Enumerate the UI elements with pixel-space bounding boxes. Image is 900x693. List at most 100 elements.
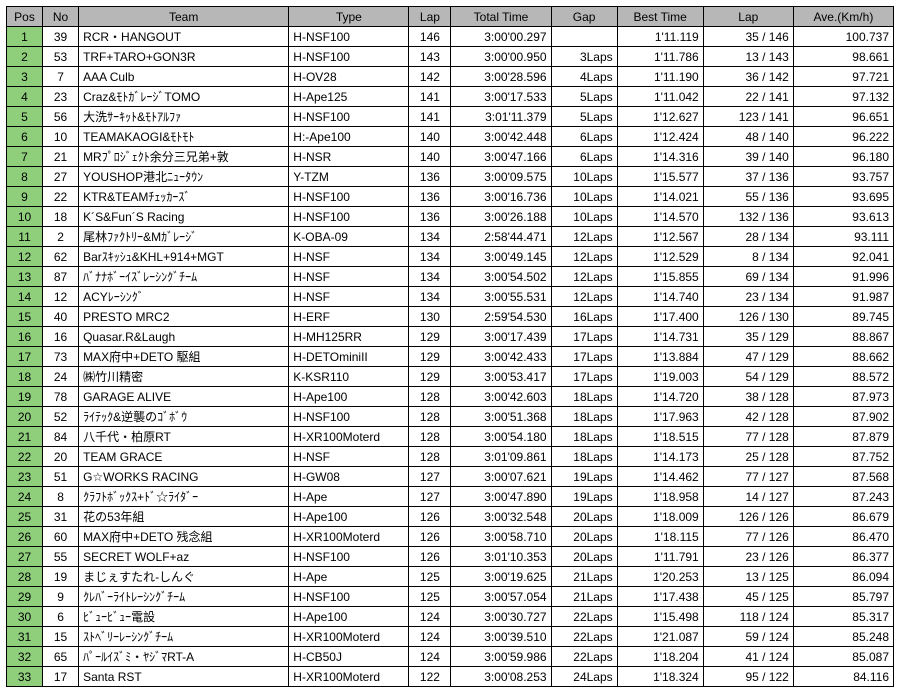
cell-pos: 7: [7, 147, 43, 167]
cell-best: 1'18.204: [617, 647, 703, 667]
cell-no: 40: [43, 307, 79, 327]
cell-pos: 6: [7, 127, 43, 147]
cell-type: H-CB50J: [289, 647, 409, 667]
cell-lapc: 23 / 134: [703, 287, 793, 307]
cell-lapc: 13 / 143: [703, 47, 793, 67]
cell-gap: 18Laps: [551, 447, 617, 467]
cell-pos: 31: [7, 627, 43, 647]
cell-team: PRESTO MRC2: [79, 307, 289, 327]
cell-lap: 125: [409, 567, 451, 587]
cell-total: 3:00'00.297: [451, 27, 551, 47]
cell-type: H-NSR: [289, 147, 409, 167]
cell-lap: 136: [409, 207, 451, 227]
cell-gap: 12Laps: [551, 247, 617, 267]
cell-no: 31: [43, 507, 79, 527]
table-row: 1824㈱竹川精密K-KSR1101293:00'53.41717Laps1'1…: [7, 367, 894, 387]
cell-total: 3:00'42.448: [451, 127, 551, 147]
cell-lapc: 77 / 128: [703, 427, 793, 447]
cell-no: 16: [43, 327, 79, 347]
cell-ave: 91.996: [793, 267, 893, 287]
cell-ave: 87.243: [793, 487, 893, 507]
cell-lapc: 126 / 130: [703, 307, 793, 327]
cell-ave: 87.752: [793, 447, 893, 467]
cell-lap: 126: [409, 527, 451, 547]
cell-lapc: 38 / 128: [703, 387, 793, 407]
cell-total: 3:00'26.188: [451, 207, 551, 227]
col-pos: Pos: [7, 7, 43, 27]
cell-gap: 20Laps: [551, 527, 617, 547]
cell-gap: 6Laps: [551, 127, 617, 147]
cell-best: 1'17.963: [617, 407, 703, 427]
cell-pos: 8: [7, 167, 43, 187]
cell-ave: 84.116: [793, 667, 893, 687]
cell-lap: 140: [409, 147, 451, 167]
cell-ave: 87.973: [793, 387, 893, 407]
cell-type: H-NSF: [289, 447, 409, 467]
cell-type: H-Ape100: [289, 507, 409, 527]
cell-total: 3:00'19.625: [451, 567, 551, 587]
cell-gap: 24Laps: [551, 667, 617, 687]
cell-pos: 1: [7, 27, 43, 47]
cell-total: 3:01'10.353: [451, 547, 551, 567]
cell-pos: 9: [7, 187, 43, 207]
cell-lap: 136: [409, 167, 451, 187]
cell-pos: 4: [7, 87, 43, 107]
cell-lap: 129: [409, 347, 451, 367]
cell-total: 3:01'11.379: [451, 107, 551, 127]
cell-type: H-Ape100: [289, 607, 409, 627]
cell-gap: 10Laps: [551, 207, 617, 227]
cell-lap: 129: [409, 327, 451, 347]
cell-best: 1'11.791: [617, 547, 703, 567]
cell-total: 3:00'00.950: [451, 47, 551, 67]
cell-total: 2:58'44.471: [451, 227, 551, 247]
cell-gap: 6Laps: [551, 147, 617, 167]
cell-no: 23: [43, 87, 79, 107]
cell-type: H-NSF: [289, 247, 409, 267]
cell-type: H-NSF100: [289, 547, 409, 567]
cell-no: 18: [43, 207, 79, 227]
cell-lap: 134: [409, 267, 451, 287]
cell-no: 6: [43, 607, 79, 627]
cell-type: H-NSF100: [289, 47, 409, 67]
table-row: 922KTR&TEAMﾁｪｯｶｰｽﾞH-NSF1001363:00'16.736…: [7, 187, 894, 207]
cell-pos: 28: [7, 567, 43, 587]
cell-lap: 143: [409, 47, 451, 67]
cell-no: 78: [43, 387, 79, 407]
cell-no: 8: [43, 487, 79, 507]
cell-type: H-NSF100: [289, 407, 409, 427]
table-row: 721MRﾌﾟﾛｼﾞｪｸﾄ余分三兄弟+敦H-NSR1403:00'47.1666…: [7, 147, 894, 167]
cell-best: 1'12.529: [617, 247, 703, 267]
cell-team: ﾋﾞｭｰﾋﾞｭｰ電設: [79, 607, 289, 627]
cell-pos: 10: [7, 207, 43, 227]
cell-team: 花の53年組: [79, 507, 289, 527]
cell-ave: 86.679: [793, 507, 893, 527]
cell-type: H-NSF100: [289, 107, 409, 127]
cell-gap: 10Laps: [551, 187, 617, 207]
cell-best: 1'14.740: [617, 287, 703, 307]
table-row: 1262Barｽｷｯｼｭ&KHL+914+MGTH-NSF1343:00'49.…: [7, 247, 894, 267]
col-best: Best Time: [617, 7, 703, 27]
cell-best: 1'15.855: [617, 267, 703, 287]
cell-lap: 140: [409, 127, 451, 147]
table-row: 2755SECRET WOLF+azH-NSF1001263:01'10.353…: [7, 547, 894, 567]
cell-best: 1'12.567: [617, 227, 703, 247]
cell-team: TEAMAKAOGI&ﾓﾄﾓﾄ: [79, 127, 289, 147]
cell-total: 3:00'17.533: [451, 87, 551, 107]
cell-pos: 16: [7, 327, 43, 347]
cell-lap: 124: [409, 647, 451, 667]
cell-total: 3:00'47.166: [451, 147, 551, 167]
cell-total: 3:00'42.603: [451, 387, 551, 407]
cell-no: 87: [43, 267, 79, 287]
cell-lap: 146: [409, 27, 451, 47]
cell-best: 1'14.462: [617, 467, 703, 487]
cell-pos: 12: [7, 247, 43, 267]
cell-gap: 17Laps: [551, 367, 617, 387]
cell-ave: 91.987: [793, 287, 893, 307]
cell-team: GARAGE ALIVE: [79, 387, 289, 407]
cell-pos: 18: [7, 367, 43, 387]
cell-lapc: 123 / 141: [703, 107, 793, 127]
cell-team: Santa RST: [79, 667, 289, 687]
cell-lapc: 35 / 146: [703, 27, 793, 47]
cell-best: 1'21.087: [617, 627, 703, 647]
cell-type: H-NSF100: [289, 207, 409, 227]
